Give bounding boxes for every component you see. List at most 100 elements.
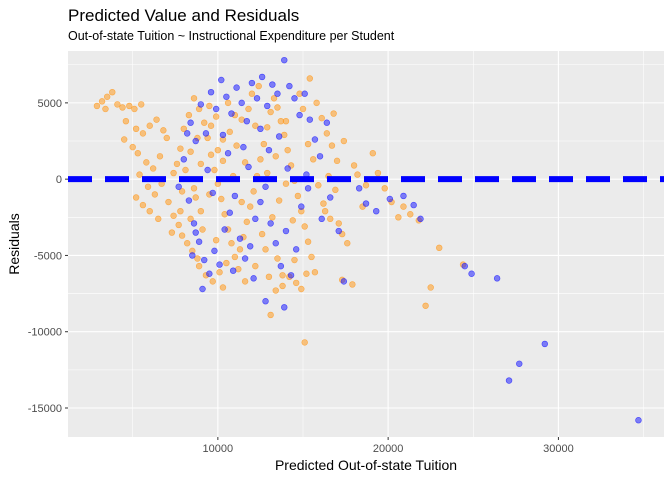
data-point <box>332 186 339 194</box>
data-point <box>114 101 121 108</box>
data-point <box>265 146 273 154</box>
data-point <box>328 142 336 149</box>
data-point <box>241 159 249 166</box>
data-point <box>151 191 159 198</box>
data-point <box>330 110 337 117</box>
data-point <box>272 240 279 247</box>
data-point <box>306 75 314 82</box>
data-point <box>223 93 230 100</box>
data-point <box>173 160 181 168</box>
data-point <box>233 84 240 91</box>
data-point <box>132 125 140 133</box>
data-point <box>197 101 205 108</box>
x-tick-label: 10000 <box>203 443 234 455</box>
data-point <box>194 255 201 262</box>
data-point <box>224 150 232 157</box>
data-point <box>177 207 184 215</box>
data-point <box>269 81 276 88</box>
data-point <box>98 98 106 105</box>
x-axis-ticks: 10000 20000 30000 <box>203 437 574 455</box>
data-point <box>247 243 254 250</box>
y-tick-label: -5000 <box>34 250 62 262</box>
plot-panel <box>68 51 664 437</box>
data-point <box>199 226 206 233</box>
data-point <box>355 185 363 192</box>
data-point <box>257 156 264 163</box>
data-point <box>175 183 182 190</box>
data-point <box>218 76 225 84</box>
data-point <box>274 90 281 97</box>
data-point <box>313 99 320 107</box>
data-point <box>248 90 256 97</box>
data-point <box>269 214 276 221</box>
data-point <box>187 215 194 223</box>
data-point <box>131 105 138 113</box>
data-point <box>136 171 143 178</box>
data-point <box>315 182 322 189</box>
data-point <box>320 200 327 207</box>
data-point <box>189 252 196 259</box>
data-point <box>219 157 227 165</box>
data-point <box>635 417 642 424</box>
data-point <box>264 124 271 131</box>
data-point <box>228 110 235 117</box>
data-point <box>241 255 249 262</box>
data-point <box>299 105 307 113</box>
data-point <box>267 108 274 116</box>
data-point <box>340 137 348 145</box>
data-point <box>209 278 216 285</box>
data-point <box>374 169 382 177</box>
data-point <box>461 262 468 270</box>
minor-gridlines <box>68 51 664 437</box>
data-point <box>493 275 501 282</box>
data-point <box>192 229 199 236</box>
data-point <box>275 197 283 204</box>
data-point <box>247 203 254 210</box>
data-point <box>139 130 147 137</box>
data-point <box>185 197 193 204</box>
data-point <box>238 99 245 107</box>
data-point <box>132 194 140 201</box>
data-point <box>257 198 264 206</box>
data-point <box>224 99 232 107</box>
data-point <box>323 130 331 137</box>
data-point <box>229 267 237 274</box>
data-point <box>468 270 475 277</box>
data-point <box>119 104 126 111</box>
data-point <box>323 119 331 126</box>
data-point <box>291 95 298 102</box>
data-point <box>243 117 251 125</box>
data-point <box>180 156 187 163</box>
x-axis-title: Predicted Out-of-state Tuition <box>275 457 457 473</box>
y-tick-label: 5000 <box>38 98 62 110</box>
data-point <box>126 102 133 110</box>
chart-title: Predicted Value and Residuals <box>68 6 299 25</box>
data-point <box>120 136 128 143</box>
data-point <box>168 229 176 236</box>
data-point <box>245 163 252 171</box>
data-point <box>243 218 251 226</box>
data-point <box>212 105 220 113</box>
data-point <box>410 201 417 209</box>
data-point <box>184 240 191 247</box>
data-point <box>252 215 259 223</box>
data-point <box>155 215 162 223</box>
data-point <box>407 211 414 218</box>
data-point <box>308 253 315 261</box>
data-point <box>373 207 380 215</box>
data-point <box>264 102 271 110</box>
data-point <box>257 125 264 133</box>
data-point <box>219 284 227 291</box>
data-point <box>272 153 279 160</box>
data-point <box>279 282 286 290</box>
data-point <box>298 285 305 293</box>
data-point <box>516 360 523 367</box>
data-point <box>201 256 208 264</box>
data-point <box>219 131 227 139</box>
data-point <box>316 153 324 160</box>
data-point <box>335 227 342 235</box>
data-point <box>184 130 191 137</box>
data-point <box>209 189 216 197</box>
data-point <box>236 235 244 242</box>
data-point <box>258 73 266 81</box>
